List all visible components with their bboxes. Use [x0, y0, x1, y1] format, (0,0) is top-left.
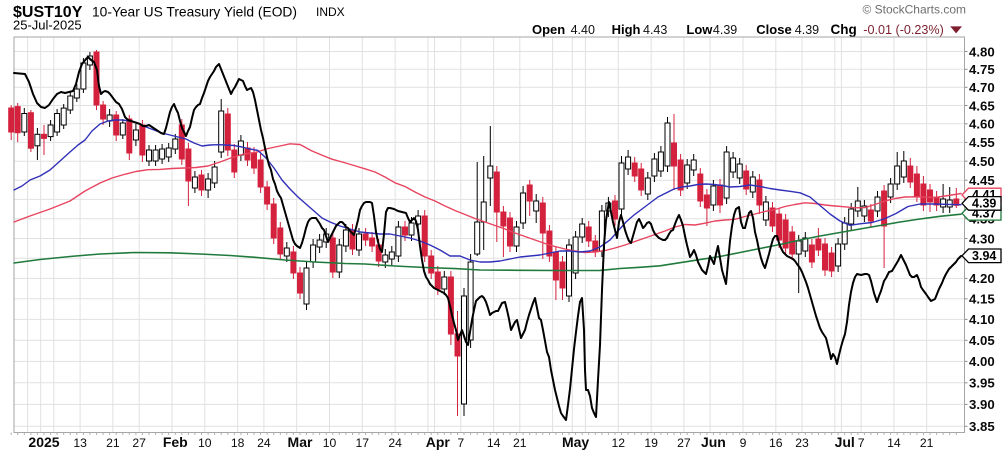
svg-text:Jun: Jun — [701, 434, 726, 450]
svg-text:7: 7 — [457, 436, 464, 450]
svg-text:INDX: INDX — [316, 5, 345, 19]
svg-text:Feb: Feb — [163, 434, 188, 450]
svg-text:4.80: 4.80 — [969, 44, 995, 59]
svg-text:4.20: 4.20 — [969, 271, 995, 286]
svg-text:4.45: 4.45 — [969, 173, 995, 188]
svg-text:27: 27 — [677, 436, 691, 450]
svg-text:4.70: 4.70 — [969, 80, 995, 95]
svg-text:4.05: 4.05 — [969, 333, 995, 348]
svg-text:-0.01 (-0.23%): -0.01 (-0.23%) — [863, 23, 944, 37]
svg-text:4.43: 4.43 — [643, 23, 667, 37]
svg-text:4.30: 4.30 — [969, 231, 995, 246]
svg-text:$UST10Y: $UST10Y — [13, 4, 83, 21]
svg-text:3.90: 3.90 — [969, 397, 995, 412]
svg-text:24: 24 — [388, 436, 402, 450]
svg-text:4.00: 4.00 — [969, 354, 995, 369]
svg-text:2025: 2025 — [28, 434, 59, 450]
svg-text:14: 14 — [887, 436, 901, 450]
svg-text:19: 19 — [644, 436, 658, 450]
svg-text:9: 9 — [740, 436, 747, 450]
svg-text:12: 12 — [612, 436, 626, 450]
svg-text:10: 10 — [198, 436, 212, 450]
svg-text:May: May — [562, 434, 589, 450]
svg-text:4.39: 4.39 — [972, 197, 996, 211]
svg-text:4.10: 4.10 — [969, 312, 995, 327]
svg-text:10-Year US Treasury Yield (EOD: 10-Year US Treasury Yield (EOD) — [92, 5, 297, 20]
svg-text:Mar: Mar — [288, 434, 313, 450]
svg-text:21: 21 — [106, 436, 120, 450]
svg-text:10: 10 — [323, 436, 337, 450]
svg-text:4.60: 4.60 — [969, 117, 995, 132]
svg-text:21: 21 — [513, 436, 527, 450]
svg-text:16: 16 — [769, 436, 783, 450]
svg-text:Close: Close — [756, 22, 791, 37]
svg-text:18: 18 — [231, 436, 245, 450]
svg-text:4.75: 4.75 — [969, 62, 995, 77]
svg-text:23: 23 — [795, 436, 809, 450]
svg-text:7: 7 — [858, 436, 865, 450]
svg-text:Apr: Apr — [426, 434, 451, 450]
svg-text:© StockCharts.com: © StockCharts.com — [862, 3, 966, 17]
svg-text:4.39: 4.39 — [713, 23, 737, 37]
svg-text:4.55: 4.55 — [969, 135, 995, 150]
svg-text:Open: Open — [532, 22, 565, 37]
svg-text:Low: Low — [686, 22, 713, 37]
svg-text:Jul: Jul — [835, 434, 855, 450]
svg-text:21: 21 — [920, 436, 934, 450]
svg-text:3.94: 3.94 — [972, 249, 996, 263]
svg-text:17: 17 — [356, 436, 370, 450]
svg-text:4.50: 4.50 — [969, 154, 995, 169]
svg-text:4.15: 4.15 — [969, 292, 995, 307]
svg-text:3.85: 3.85 — [969, 419, 995, 434]
svg-text:High: High — [612, 22, 641, 37]
svg-text:4.39: 4.39 — [795, 23, 819, 37]
svg-text:3.95: 3.95 — [969, 376, 995, 391]
svg-text:4.65: 4.65 — [969, 98, 995, 113]
svg-text:27: 27 — [132, 436, 146, 450]
svg-text:24: 24 — [257, 436, 271, 450]
svg-text:Chg: Chg — [831, 22, 857, 37]
svg-text:4.40: 4.40 — [571, 23, 595, 37]
svg-text:13: 13 — [73, 436, 87, 450]
svg-text:14: 14 — [487, 436, 501, 450]
svg-text:25-Jul-2025: 25-Jul-2025 — [13, 18, 82, 33]
